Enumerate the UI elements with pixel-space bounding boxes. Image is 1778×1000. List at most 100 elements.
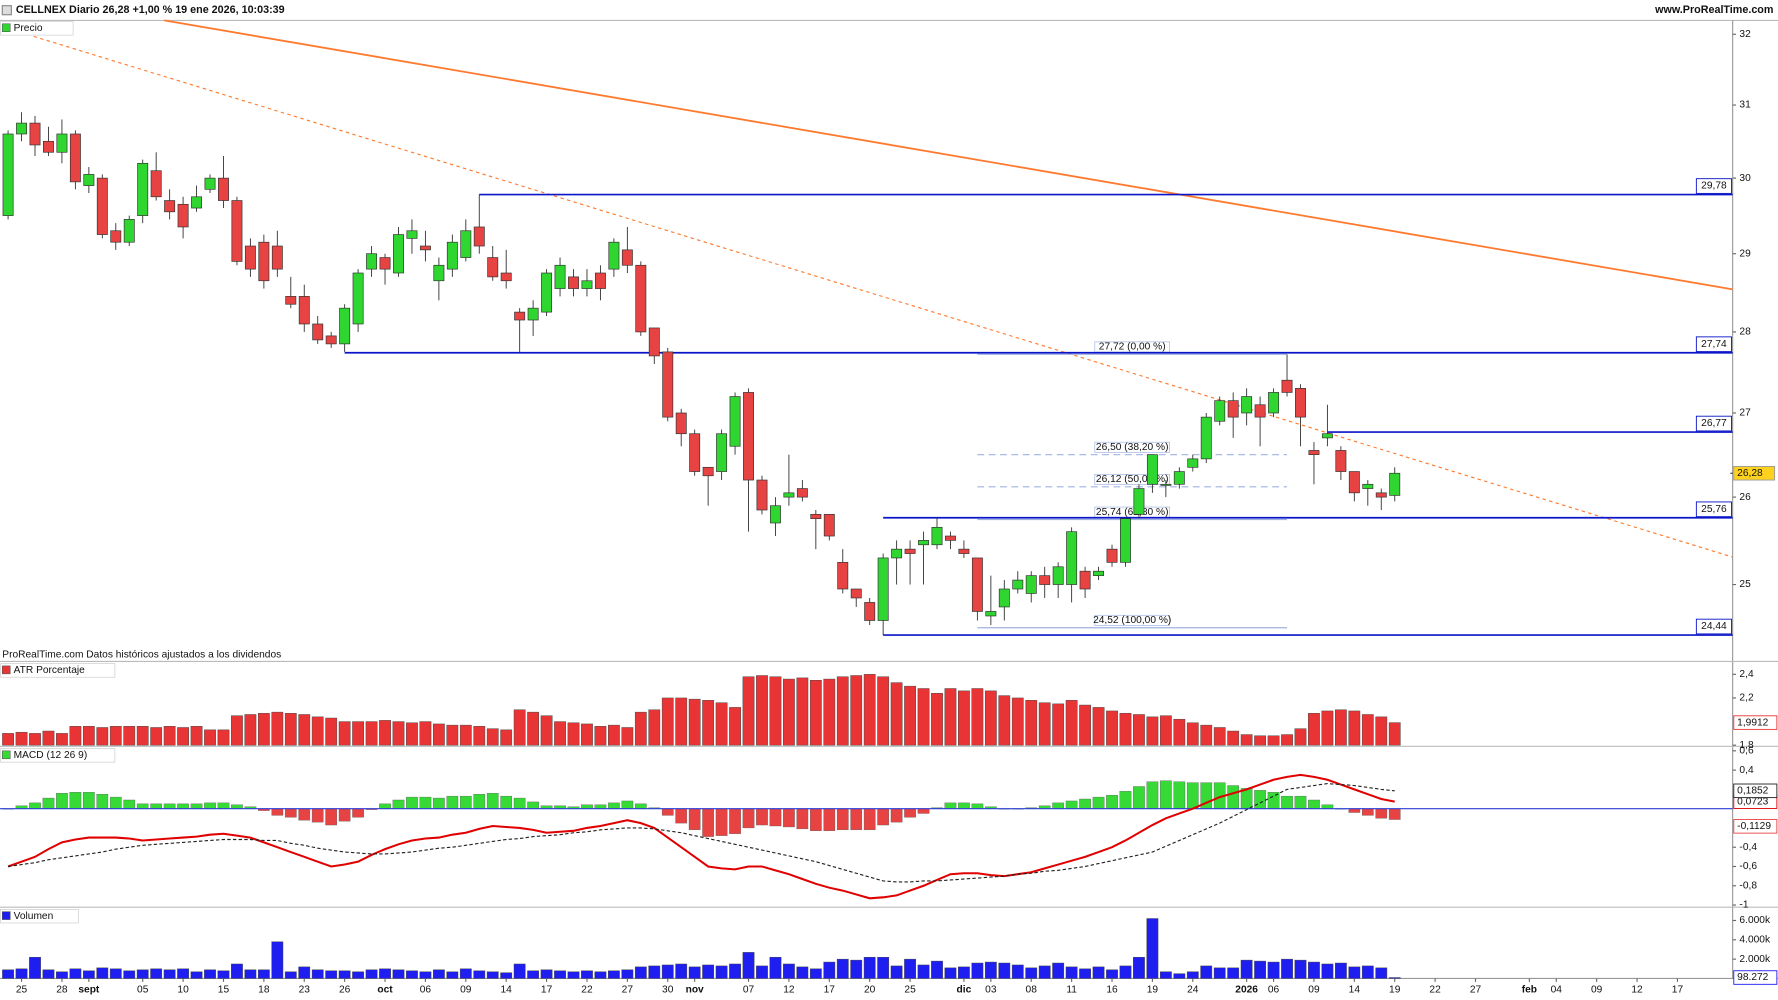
y-tick-label: 29 [1739,248,1751,259]
histogram-bar [1321,804,1334,809]
bar [1308,961,1320,979]
histogram-bar [850,808,863,831]
histogram-bar [1254,790,1266,809]
x-tick-label: 2026 [1235,984,1258,995]
candle-body [271,245,283,270]
bar [177,727,189,746]
bar [150,968,163,979]
bar [971,688,984,746]
histogram-bar [1119,791,1132,809]
bar [284,971,297,979]
histogram-bar [1160,780,1172,809]
histogram-bar [756,808,768,826]
bar [608,724,620,746]
bar [823,961,836,979]
histogram-bar [608,802,620,809]
bar [688,966,701,979]
bar [1240,734,1253,746]
bar [446,971,459,979]
last-value-box [1733,819,1778,834]
bar [863,956,876,979]
candle-body [985,611,997,617]
bar [715,702,728,746]
bar [1348,710,1361,746]
x-tick-label: 23 [299,984,311,995]
bar [419,971,432,979]
candle-body [285,296,297,305]
bar [702,700,715,746]
bar [365,969,378,979]
bar [863,674,876,746]
bar [352,721,364,746]
bar [217,729,230,746]
candle-body [1254,404,1266,418]
bar [581,970,593,979]
candle-body [191,196,203,209]
candle-body [1214,400,1226,422]
fib-label: 26,50 (38,20 %) [1096,442,1169,453]
candle-body [648,327,660,357]
bar [527,711,540,746]
histogram-bar [136,803,149,809]
candle-body [1375,492,1387,498]
candle-body [1362,483,1374,489]
histogram-bar [769,808,782,827]
fib-label-box [1094,441,1170,453]
bar [163,969,176,979]
bar [42,730,55,746]
histogram-bar [109,796,122,809]
bar [311,969,324,979]
bar [1186,971,1199,979]
histogram-bar [123,799,136,809]
candle-body [110,230,122,243]
bar [1133,956,1145,979]
candle-body [366,253,378,270]
bar [1334,962,1347,979]
x-tick-label: 25 [16,984,28,995]
histogram-bar [419,796,432,809]
candle-body [581,280,593,289]
bar [540,969,553,979]
bar [1254,960,1266,979]
x-tick-label: feb [1522,984,1537,995]
bar [406,970,418,979]
x-tick-label: nov [686,984,704,995]
x-tick-label: 27 [622,984,634,995]
candle-body [500,272,512,282]
candle-body [1227,400,1239,418]
bar [729,707,741,746]
candle-body [1321,433,1333,439]
histogram-bar [486,793,499,809]
y-tick-label: 25 [1739,579,1751,590]
candle-body [177,203,189,228]
histogram-bar [190,803,203,809]
candle-body [1241,396,1253,414]
y-tick-label: 4.000k [1739,934,1771,945]
bar [1308,713,1320,746]
bar [1065,700,1078,746]
x-tick-label: 09 [1308,984,1320,995]
fib-label: 24,52 (100,00 %) [1093,615,1171,626]
bar [392,721,405,746]
histogram-bar [1052,802,1064,809]
last-value-label: 1,9912 [1737,717,1769,728]
candle-body [945,535,956,541]
panel-title: MACD (12 26 9) [14,750,88,761]
histogram-bar [958,802,970,809]
candle-body [1066,531,1078,585]
header-icon [1,5,12,16]
bar [1361,965,1374,979]
candle-body [608,241,620,270]
histogram-bar [325,808,338,826]
bar [1079,968,1091,979]
candle-body [541,272,553,313]
bar [500,729,513,746]
histogram-bar [56,793,68,809]
histogram-bar [231,804,243,809]
bar [42,969,55,979]
bar [836,676,849,746]
bar [379,968,391,979]
candle-body [716,433,728,472]
x-tick-label: dic [957,984,972,995]
y-tick-label: -1 [1739,900,1748,911]
